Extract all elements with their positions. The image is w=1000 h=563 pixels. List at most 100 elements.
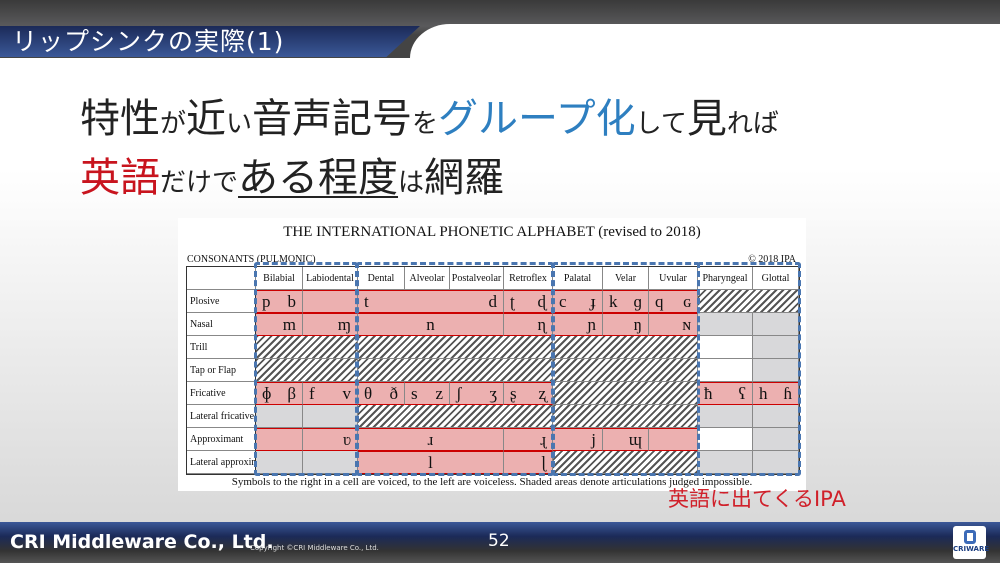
ipa-symbol: ʃ: [456, 383, 462, 403]
heading-segment: 見: [686, 96, 727, 142]
group-box-labial: [254, 262, 358, 476]
column-header: Alveolar: [405, 267, 450, 290]
ipa-cell: ɹ: [358, 428, 504, 451]
ipa-symbol: l: [428, 452, 433, 472]
ipa-symbol: ɟ: [590, 291, 596, 311]
row-header: Lateral approximant: [187, 451, 256, 474]
ipa-symbol: k: [609, 291, 618, 311]
ipa-symbol: ɲ: [587, 314, 597, 334]
ipa-cell: n: [358, 313, 504, 336]
ipa-symbol: d: [488, 291, 498, 311]
ipa-symbol: j: [591, 429, 596, 449]
ipa-symbol: ð: [389, 383, 399, 403]
ipa-symbol: v: [342, 383, 352, 403]
page-number: 52: [488, 531, 510, 551]
ipa-symbol: ʂ: [510, 383, 517, 403]
row-header: Nasal: [187, 313, 256, 336]
ipa-symbol: ɭ: [541, 452, 546, 472]
group-box-dorsal: [552, 262, 700, 476]
ipa-cell: [698, 359, 753, 382]
footer-bar: [0, 522, 1000, 563]
ipa-footnote: Symbols to the right in a cell are voice…: [231, 476, 753, 488]
ipa-cell: m: [256, 313, 303, 336]
row-header: Trill: [187, 336, 256, 359]
column-header: Palatal: [553, 267, 603, 290]
heading-segment: 英語: [80, 155, 160, 201]
column-header: Pharyngeal: [698, 267, 753, 290]
ipa-copyright: © 2018 IPA: [748, 254, 796, 265]
heading-segment: して: [635, 109, 687, 139]
ipa-cell: [698, 336, 753, 359]
heading-line-1: 特性が近い音声記号をグループ化して見れば: [80, 92, 779, 151]
ipa-cell: [698, 313, 753, 336]
ipa-cell: ɱ: [303, 313, 358, 336]
heading-segment: 音声記号: [252, 96, 413, 142]
heading-segment: グループ化: [438, 96, 636, 142]
ipa-symbol: z: [435, 383, 443, 403]
ipa-symbol: m: [282, 314, 296, 334]
ipa-title: THE INTERNATIONAL PHONETIC ALPHABET (rev…: [283, 224, 701, 240]
header-corner: [187, 267, 256, 290]
criware-logo-icon: [963, 530, 976, 544]
annotation-english-ipa: 英語に出てくるIPA: [668, 487, 846, 511]
heading-segment: い: [226, 109, 253, 139]
ipa-symbol: ħ: [704, 383, 713, 403]
heading-segment: れば: [726, 109, 779, 139]
row-header: Lateral fricative: [187, 405, 256, 428]
heading-segment: 特性: [80, 96, 160, 142]
ipa-cell: [698, 428, 753, 451]
ipa-symbol: h: [759, 383, 768, 403]
heading-segment: ある程度: [238, 155, 399, 201]
ipa-symbol: ʒ: [489, 383, 497, 403]
ipa-symbol: ɦ: [783, 383, 793, 403]
group-box-coronal: [356, 262, 554, 476]
slide-heading: 特性が近い音声記号をグループ化して見れば 英語だけである程度は網羅: [80, 92, 779, 210]
heading-line-2: 英語だけである程度は網羅: [80, 151, 779, 210]
ipa-symbol: c: [559, 291, 567, 311]
ipa-symbol: s: [411, 383, 418, 403]
company-name: CRI Middleware Co., Ltd.: [10, 531, 274, 553]
ipa-symbol: f: [309, 383, 315, 403]
ipa-symbol: ɻ: [540, 429, 546, 449]
heading-segment: 近: [186, 96, 227, 142]
ipa-cell: [256, 428, 303, 451]
ipa-symbol: ɢ: [683, 291, 691, 311]
heading-segment: を: [412, 109, 439, 139]
slide-title: リップシンクの実際(1): [12, 27, 285, 56]
footer-copyright: Copyright ©CRI Middleware Co., Ltd.: [250, 544, 379, 552]
ipa-symbol: ʐ: [538, 383, 546, 403]
ipa-symbol: ɴ: [682, 314, 691, 334]
ipa-symbol: ʕ: [738, 383, 746, 403]
ipa-symbol: ʈ: [510, 291, 515, 311]
ipa-symbol: ɳ: [537, 314, 547, 334]
ipa-subtitle: CONSONANTS (PULMONIC): [187, 254, 316, 265]
ipa-symbol: t: [364, 291, 369, 311]
ipa-symbol: b: [287, 291, 297, 311]
ipa-cell: ɲ: [553, 313, 603, 336]
title-band: [0, 26, 420, 57]
ipa-cell: [256, 405, 303, 428]
group-box-laryngeal: [697, 262, 801, 476]
ipa-symbol: ŋ: [633, 314, 642, 334]
ipa-symbol: θ: [364, 383, 373, 403]
ipa-symbol: β: [287, 383, 296, 403]
heading-segment: は: [398, 168, 425, 198]
column-header: Bilabial: [256, 267, 303, 290]
title-bar-curve: [410, 24, 1000, 60]
ipa-cell: ɰ: [603, 428, 649, 451]
column-header: Dental: [358, 267, 405, 290]
column-header: Postalveolar: [450, 267, 504, 290]
ipa-symbol: ɖ: [537, 291, 547, 311]
row-header: Approximant: [187, 428, 256, 451]
ipa-symbol: ɱ: [337, 314, 351, 334]
